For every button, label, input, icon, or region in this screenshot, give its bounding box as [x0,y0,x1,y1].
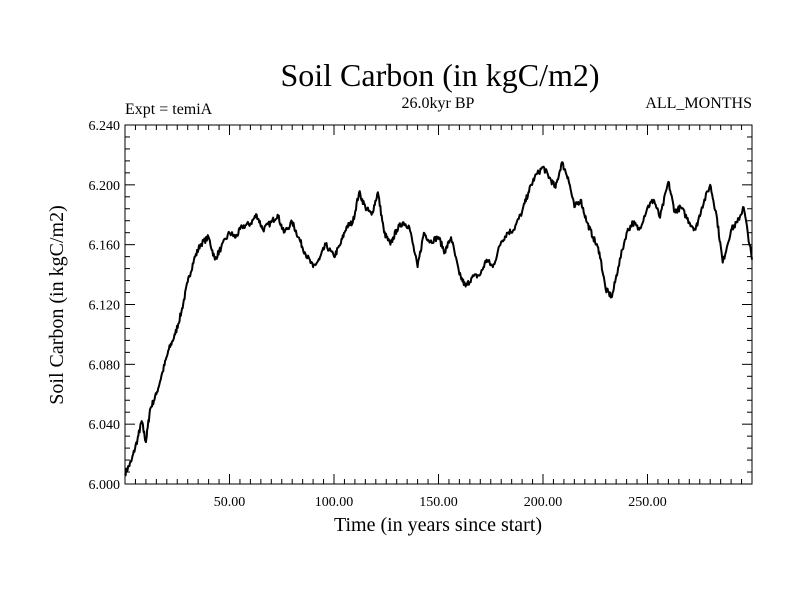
y-axis-label: Soil Carbon (in kgC/m2) [46,205,68,404]
series-line-soil-carbon [124,161,753,477]
x-axis-label: Time (in years since start) [334,514,542,536]
y-tick-label: 6.040 [89,418,121,433]
tick-marks [125,125,752,484]
period-label: 26.0kyr BP [402,95,475,112]
y-tick-label: 6.240 [89,119,121,134]
x-tick-label: 100.00 [315,495,354,510]
y-tick-label: 6.200 [89,179,121,194]
y-tick-labels: 6.000 6.040 6.080 6.120 6.160 6.200 6.240 [89,119,121,493]
x-tick-label: 250.00 [628,495,667,510]
experiment-label: Expt = temiA [125,101,213,118]
y-tick-label: 6.120 [89,299,121,314]
months-label: ALL_MONTHS [645,95,752,112]
x-tick-labels: 50.00 100.00 150.00 200.00 250.00 [214,495,667,510]
y-tick-label: 6.080 [89,358,121,373]
x-tick-label: 200.00 [524,495,563,510]
x-tick-label: 50.00 [214,495,246,510]
plot-frame [124,124,753,485]
y-tick-label: 6.160 [89,239,121,254]
chart-title: Soil Carbon (in kgC/m2) [280,57,599,93]
x-tick-label: 150.00 [419,495,458,510]
y-tick-label: 6.000 [89,478,121,493]
